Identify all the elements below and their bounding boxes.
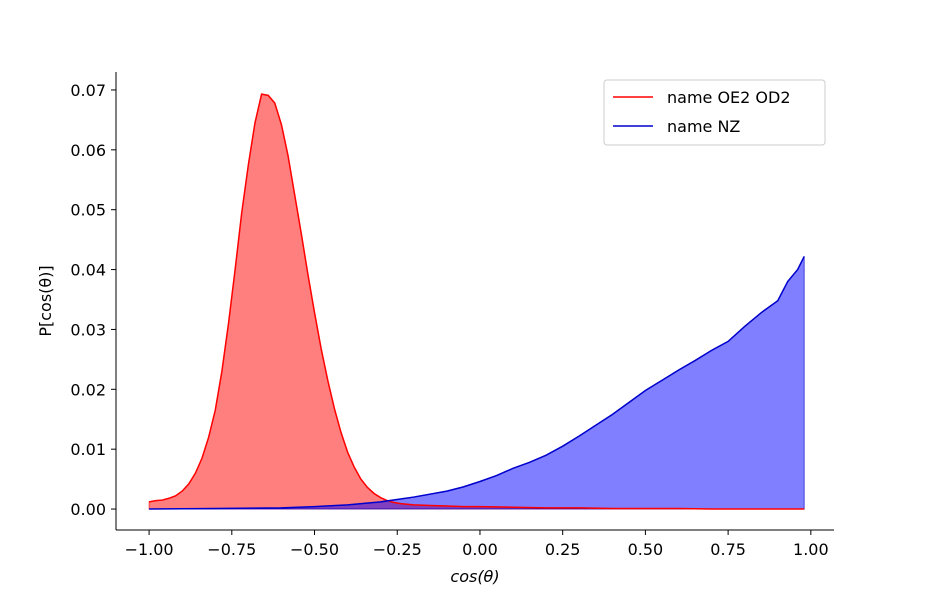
y-tick-label: 0.06 [70,141,106,160]
x-tick-label: 0.00 [462,540,498,559]
y-tick-label: 0.03 [70,320,106,339]
series-lines [148,93,805,510]
y-axis-label: P[cos(θ)] [36,265,55,336]
x-tick-label: 0.25 [545,540,581,559]
x-tick-label: −0.50 [290,540,339,559]
series-1-line [149,256,805,510]
x-tick-label: 1.00 [793,540,829,559]
x-tick-label: −0.25 [373,540,422,559]
y-tick-label: 0.07 [70,81,106,100]
y-tick-label: 0.00 [70,500,106,519]
y-tick-label: 0.04 [70,261,106,280]
legend-frame [603,79,826,146]
series-fills [148,93,805,510]
x-tick-label: −1.00 [125,540,174,559]
y-tick-label: 0.05 [70,201,106,220]
x-tick-label: 0.50 [628,540,664,559]
y-ticks: 0.00 0.01 0.02 0.03 0.04 0.05 0.06 0.07 [70,81,116,519]
axes [115,72,834,531]
legend-label-nz: name NZ [667,117,740,136]
x-axis-label: cos(θ) [450,567,499,586]
y-tick-label: 0.01 [70,440,106,459]
x-tick-label: −0.75 [207,540,256,559]
legend-label-oe2-od2: name OE2 OD2 [667,88,791,107]
series-0-line [148,93,805,510]
x-ticks: −1.00 −0.75 −0.50 −0.25 0.00 0.25 0.50 0.75 1.00 [125,530,829,559]
legend: name OE2 OD2 name NZ [603,79,826,146]
y-tick-label: 0.02 [70,380,106,399]
x-tick-label: 0.75 [710,540,746,559]
